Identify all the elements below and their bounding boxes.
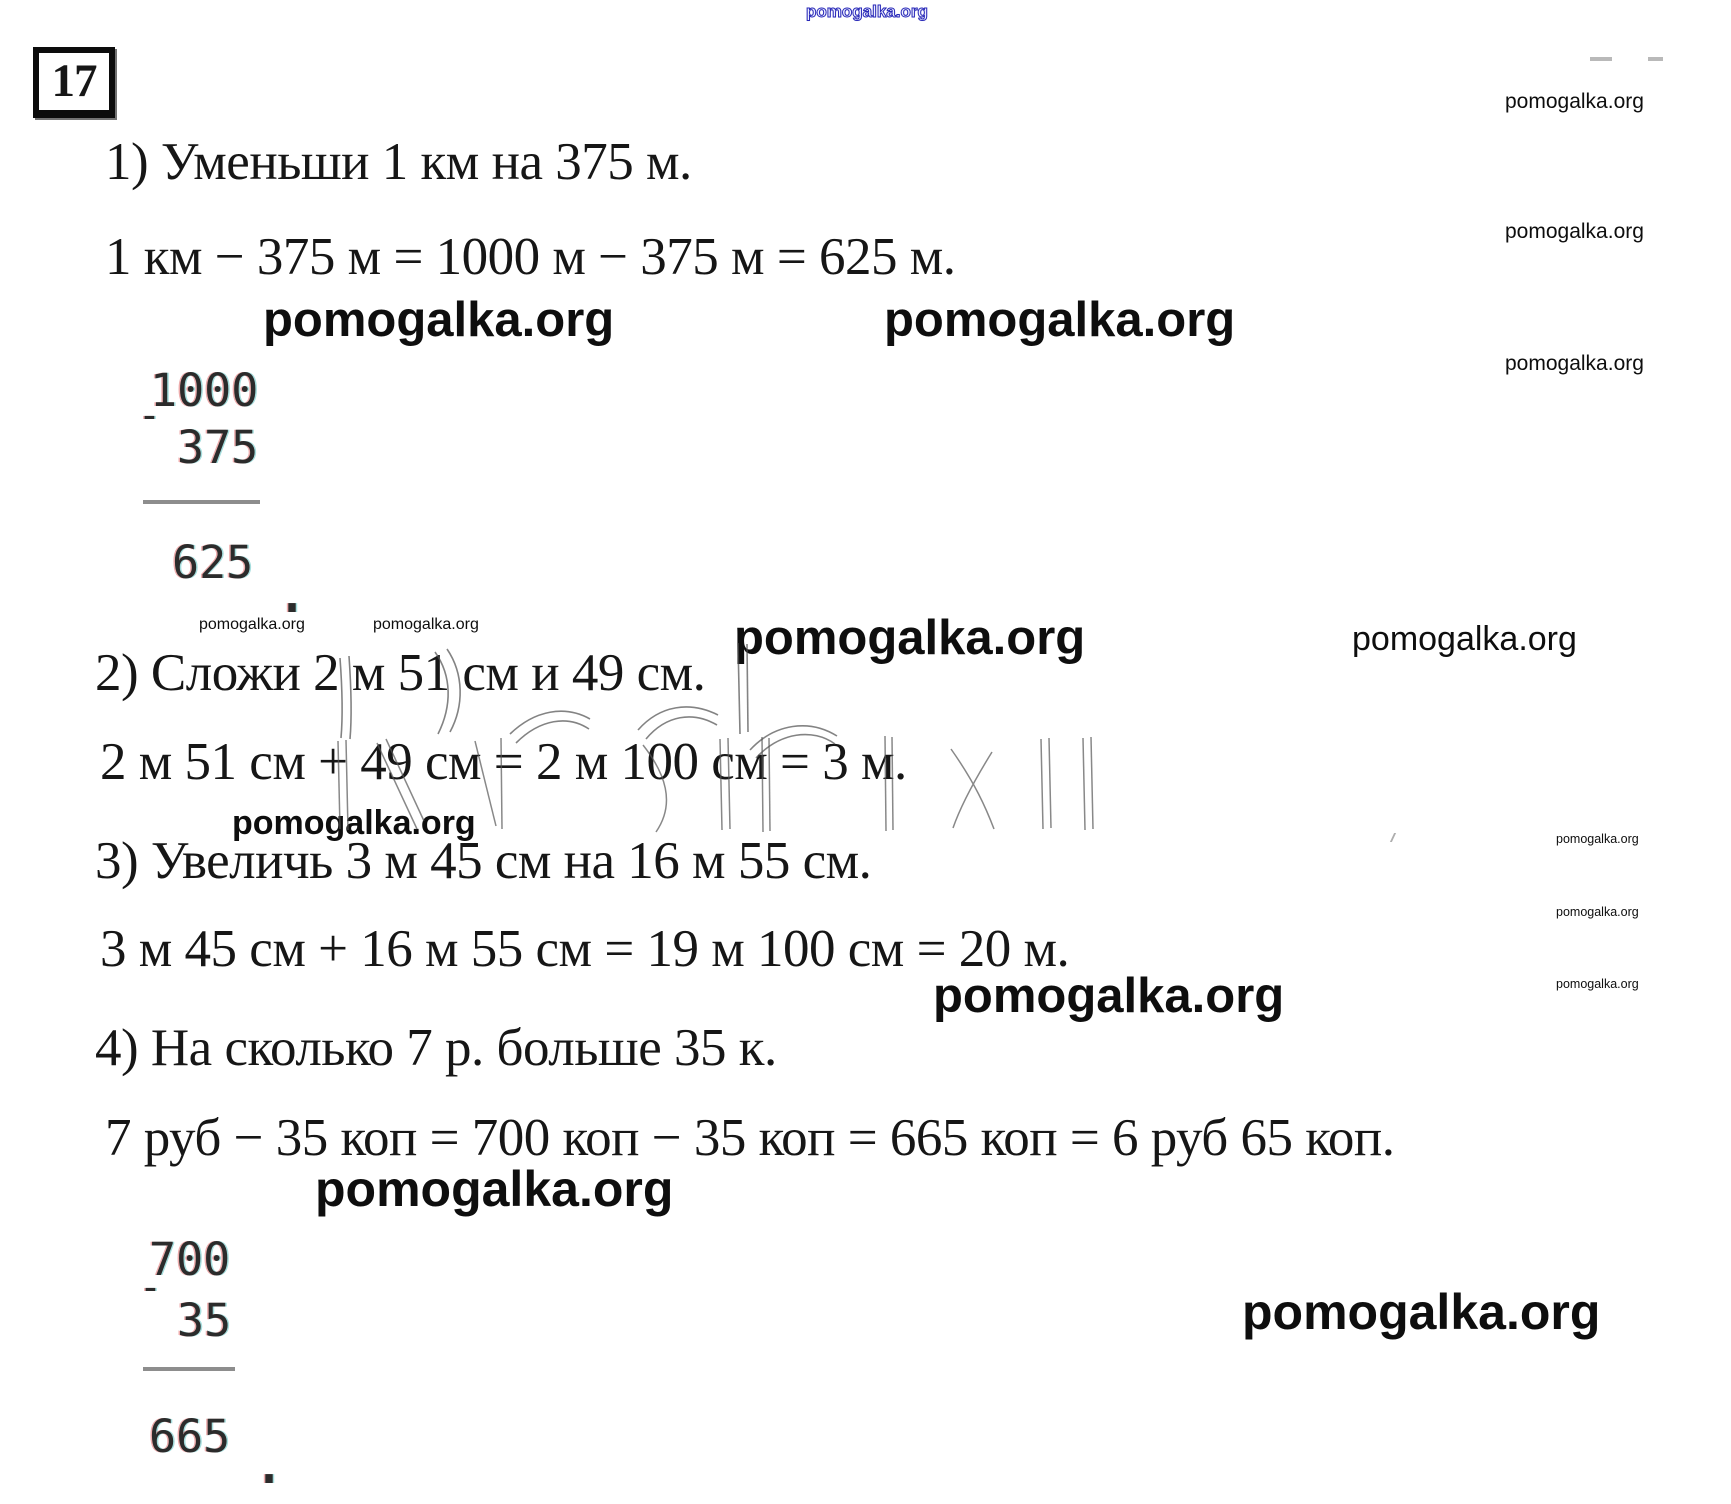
column-subtraction-1: 1000 - 375 625 .	[138, 368, 338, 628]
subtraction-1-result: 625	[172, 536, 254, 589]
watermark-large-1: pomogalka.org	[263, 293, 615, 347]
watermark-tiny-2: pomogalka.org	[373, 616, 479, 633]
watermark-tiny-right-2: pomogalka.org	[1556, 905, 1639, 919]
watermark-tiny-right-1: pomogalka.org	[1556, 832, 1639, 846]
scan-artifact-tick	[1383, 833, 1397, 842]
watermark-small-right-3: pomogalka.org	[1505, 352, 1644, 375]
watermark-blue-top: pomogalka.org	[806, 2, 929, 21]
problem-4-statement: 4) На сколько 7 р. больше 35 к.	[95, 1019, 777, 1077]
watermark-medium-left: pomogalka.org	[232, 804, 476, 842]
subtraction-1-minuend: 1000	[150, 364, 259, 417]
problem-4-solution: 7 руб − 35 коп = 700 коп − 35 коп = 665 …	[105, 1109, 1395, 1167]
subtraction-2-period: .	[251, 1428, 288, 1498]
watermark-small-right-1: pomogalka.org	[1505, 90, 1644, 113]
watermark-small-right-2: pomogalka.org	[1505, 220, 1644, 243]
subtraction-1-line	[143, 500, 260, 504]
problem-1-solution: 1 км − 375 м = 1000 м − 375 м = 625 м.	[105, 228, 956, 286]
subtraction-2-minuend: 700	[149, 1233, 231, 1286]
scan-artifact-dash	[1648, 57, 1663, 61]
subtraction-2-result: 665	[149, 1410, 231, 1463]
watermark-large-4: pomogalka.org	[933, 969, 1285, 1023]
watermark-medium-right: pomogalka.org	[1352, 620, 1577, 658]
subtraction-2-line	[143, 1367, 235, 1371]
watermark-large-5: pomogalka.org	[315, 1161, 674, 1217]
watermark-large-3: pomogalka.org	[734, 611, 1086, 665]
problem-2-statement: 2) Сложи 2 м 51 см и 49 см.	[95, 644, 706, 702]
problem-3-solution: 3 м 45 см + 16 м 55 см = 19 м 100 см = 2…	[100, 920, 1070, 978]
subtraction-2-minus-sign: -	[139, 1265, 162, 1309]
subtraction-1-minus-sign: -	[138, 393, 161, 437]
task-number-box: 17	[33, 47, 115, 118]
problem-3-statement: 3) Увеличь 3 м 45 см на 16 м 55 см.	[95, 832, 872, 890]
subtraction-2-subtrahend: 35	[177, 1294, 232, 1347]
watermark-large-6: pomogalka.org	[1242, 1284, 1601, 1340]
subtraction-1-period: .	[274, 557, 311, 627]
watermark-tiny-right-3: pomogalka.org	[1556, 977, 1639, 991]
problem-2-solution: 2 м 51 см + 49 см = 2 м 100 см = 3 м.	[100, 733, 907, 791]
subtraction-1-subtrahend: 375	[177, 421, 259, 474]
task-number: 17	[51, 55, 98, 107]
column-subtraction-2: 700 - 35 665 .	[139, 1237, 339, 1497]
watermark-tiny-1: pomogalka.org	[199, 616, 305, 633]
watermark-large-2: pomogalka.org	[884, 293, 1236, 347]
problem-1-statement: 1) Уменьши 1 км на 375 м.	[105, 133, 692, 191]
scan-artifact-dash	[1590, 57, 1612, 61]
